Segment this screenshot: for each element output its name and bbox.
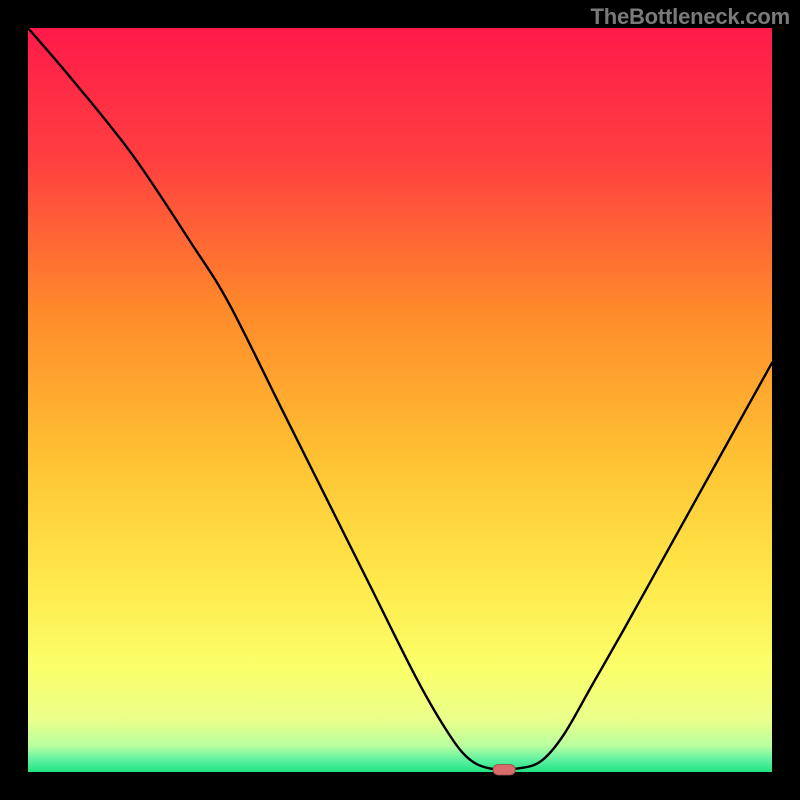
bottleneck-chart: TheBottleneck.com	[0, 0, 800, 800]
chart-svg	[0, 0, 800, 800]
minimum-marker	[493, 765, 515, 775]
watermark-text: TheBottleneck.com	[590, 4, 790, 30]
plot-area	[28, 28, 772, 772]
